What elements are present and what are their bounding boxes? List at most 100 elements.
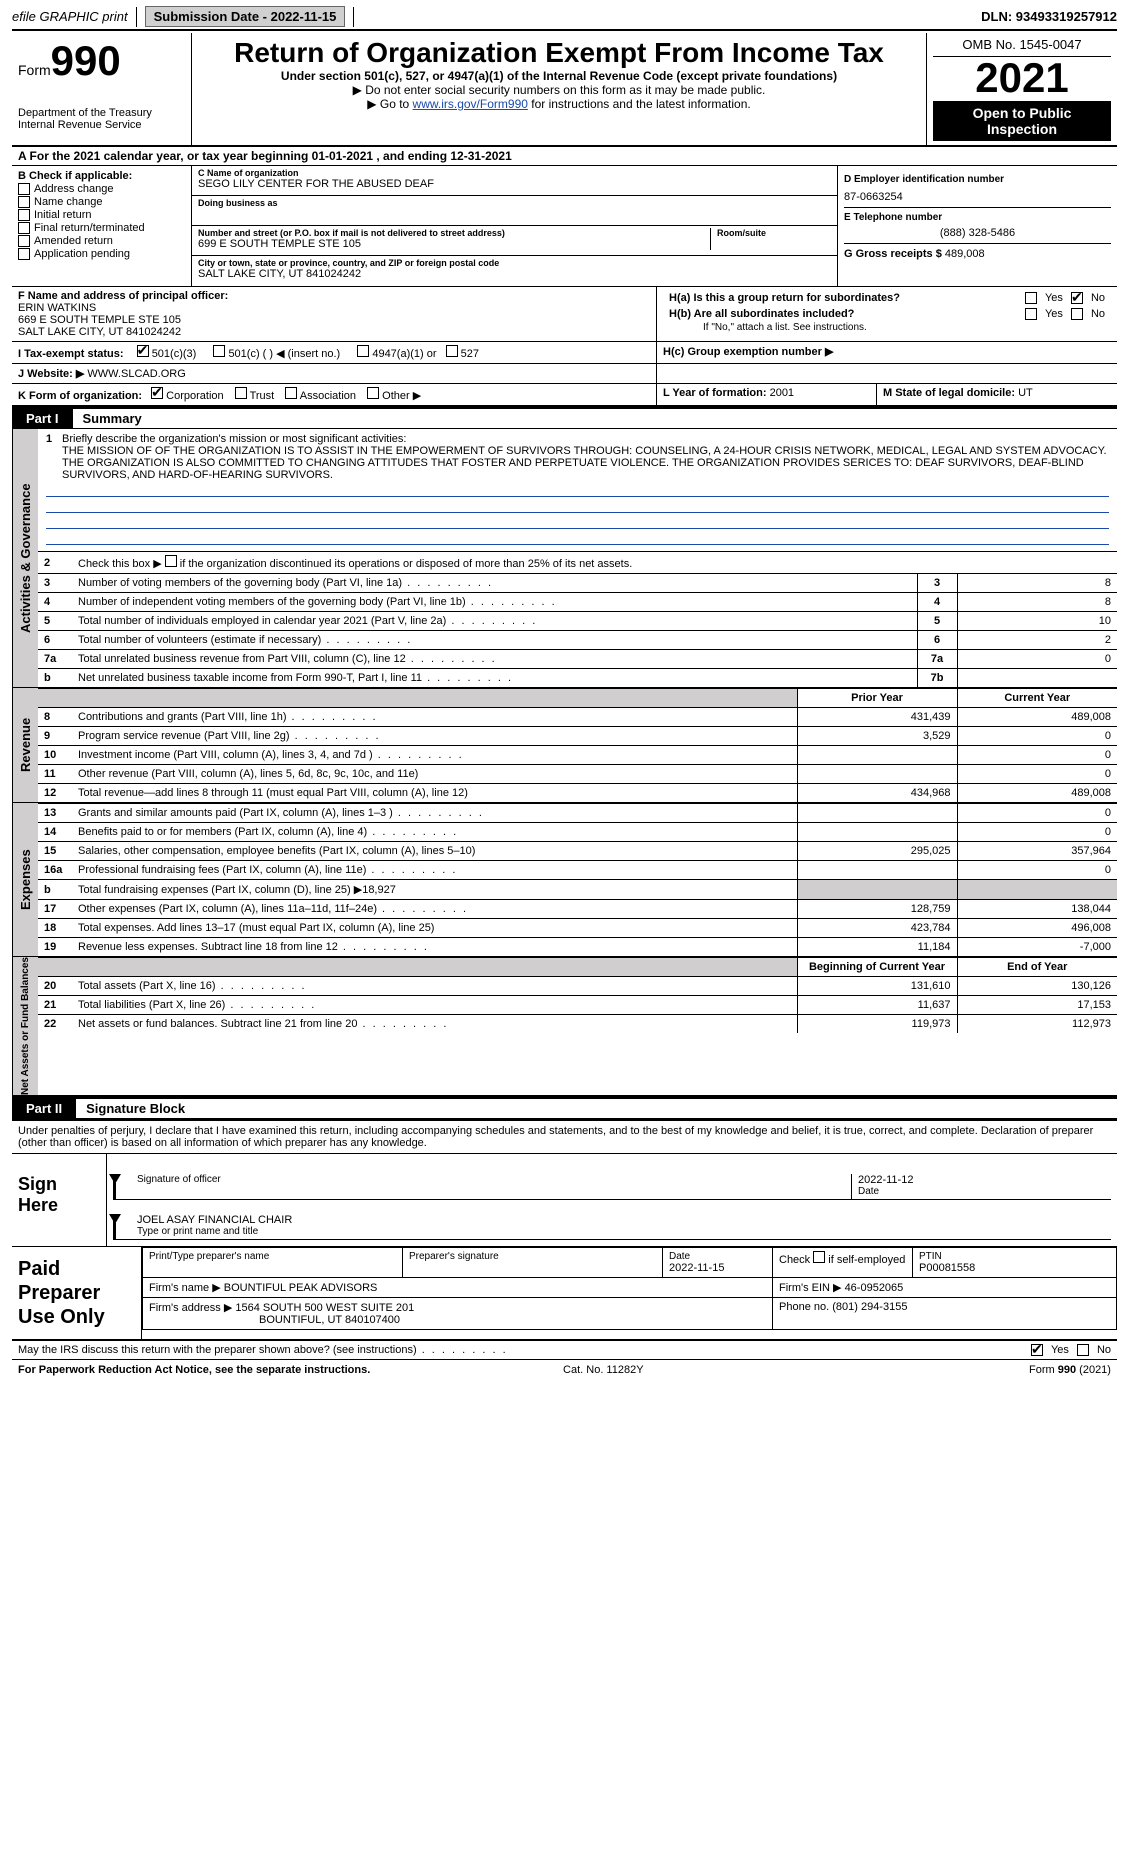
hc-label: H(c) Group exemption number ▶: [663, 346, 833, 358]
note-link: ▶ Go to www.irs.gov/Form990 for instruct…: [198, 97, 920, 111]
chk-assoc[interactable]: [285, 387, 297, 399]
org-name: SEGO LILY CENTER FOR THE ABUSED DEAF: [198, 178, 831, 190]
org-address: 699 E SOUTH TEMPLE STE 105: [198, 238, 704, 250]
section-c: C Name of organization SEGO LILY CENTER …: [192, 166, 837, 286]
firm-name: BOUNTIFUL PEAK ADVISORS: [224, 1282, 378, 1294]
chk-501c3[interactable]: [137, 345, 149, 357]
part-i-header: Part I Summary: [12, 407, 1117, 429]
signature-note: Under penalties of perjury, I declare th…: [12, 1119, 1117, 1153]
table-row: 12Total revenue—add lines 8 through 11 (…: [38, 784, 1117, 803]
irs-link[interactable]: www.irs.gov/Form990: [413, 97, 528, 111]
chk-other[interactable]: [367, 387, 379, 399]
ein: 87-0663254: [844, 191, 1111, 203]
table-row: 22Net assets or fund balances. Subtract …: [38, 1015, 1117, 1034]
form-header: Form990 Department of the Treasury Inter…: [12, 33, 1117, 147]
pointer-icon: [113, 1174, 131, 1199]
chk-discontinued[interactable]: [165, 555, 177, 567]
chk-527[interactable]: [446, 345, 458, 357]
section-m: M State of legal domicile: UT: [877, 384, 1117, 405]
tax-year: 2021: [933, 57, 1111, 99]
table-row: bNet unrelated business taxable income f…: [38, 669, 1117, 688]
org-city: SALT LAKE CITY, UT 841024242: [198, 268, 831, 280]
section-a-year: A For the 2021 calendar year, or tax yea…: [12, 147, 1117, 166]
open-inspection-badge: Open to Public Inspection: [933, 101, 1111, 141]
revenue-table: Prior YearCurrent Year 8Contributions an…: [38, 688, 1117, 802]
table-row: 11Other revenue (Part VIII, column (A), …: [38, 765, 1117, 784]
table-row: 14Benefits paid to or for members (Part …: [38, 823, 1117, 842]
officer-typed-name: JOEL ASAY FINANCIAL CHAIR: [137, 1214, 1105, 1226]
sign-here-block: Sign Here Signature of officer 2022-11-1…: [12, 1153, 1117, 1247]
side-revenue: Revenue: [12, 688, 38, 802]
table-row: 20Total assets (Part X, line 16)131,6101…: [38, 977, 1117, 996]
mission-block: 1Briefly describe the organization's mis…: [38, 429, 1117, 551]
firm-ein: 46-0952065: [845, 1282, 904, 1294]
page-footer: For Paperwork Reduction Act Notice, see …: [12, 1359, 1117, 1380]
side-net-assets: Net Assets or Fund Balances: [12, 957, 38, 1095]
side-activities-governance: Activities & Governance: [12, 429, 38, 687]
discuss-row: May the IRS discuss this return with the…: [12, 1341, 1117, 1359]
chk-hb-yes[interactable]: [1025, 308, 1037, 320]
section-f: F Name and address of principal officer:…: [12, 287, 657, 341]
table-row: 6Total number of volunteers (estimate if…: [38, 631, 1117, 650]
mission-text: THE MISSION OF OF THE ORGANIZATION IS TO…: [62, 445, 1109, 481]
chk-name-change[interactable]: [18, 196, 30, 208]
paid-preparer-block: Paid Preparer Use Only Print/Type prepar…: [12, 1247, 1117, 1341]
table-row: 10Investment income (Part VIII, column (…: [38, 746, 1117, 765]
chk-self-employed[interactable]: [813, 1251, 825, 1263]
note-ssn: ▶ Do not enter social security numbers o…: [198, 83, 920, 97]
officer-name: ERIN WATKINS: [18, 302, 650, 314]
chk-hb-no[interactable]: [1071, 308, 1083, 320]
table-row: 18Total expenses. Add lines 13–17 (must …: [38, 919, 1117, 938]
gross-receipts: 489,008: [945, 248, 985, 260]
side-expenses: Expenses: [12, 803, 38, 956]
section-h: H(a) Is this a group return for subordin…: [657, 287, 1117, 341]
firm-phone: (801) 294-3155: [832, 1301, 907, 1313]
governance-table: 2 Check this box ▶ Check this box ▶ if t…: [38, 551, 1117, 687]
table-row: 8Contributions and grants (Part VIII, li…: [38, 708, 1117, 727]
table-row: 21Total liabilities (Part X, line 26)11,…: [38, 996, 1117, 1015]
table-row: 13Grants and similar amounts paid (Part …: [38, 804, 1117, 823]
table-row: 9Program service revenue (Part VIII, lin…: [38, 727, 1117, 746]
pointer-icon: [113, 1214, 131, 1239]
part-ii-header: Part II Signature Block: [12, 1097, 1117, 1119]
website: WWW.SLCAD.ORG: [87, 368, 185, 380]
ptin: P00081558: [919, 1262, 975, 1274]
section-k: K Form of organization: Corporation Trus…: [12, 384, 657, 405]
info-grid: B Check if applicable: Address change Na…: [12, 166, 1117, 287]
chk-4947[interactable]: [357, 345, 369, 357]
section-b: B Check if applicable: Address change Na…: [12, 166, 192, 286]
submission-date-button[interactable]: Submission Date - 2022-11-15: [145, 6, 346, 27]
table-row: 7aTotal unrelated business revenue from …: [38, 650, 1117, 669]
table-row: bTotal fundraising expenses (Part IX, co…: [38, 880, 1117, 900]
table-row: 5Total number of individuals employed in…: [38, 612, 1117, 631]
sign-date: 2022-11-12: [858, 1174, 1105, 1186]
dept-label: Department of the Treasury Internal Reve…: [18, 107, 185, 131]
chk-application[interactable]: [18, 248, 30, 260]
chk-address-change[interactable]: [18, 183, 30, 195]
net-assets-table: Beginning of Current YearEnd of Year 20T…: [38, 957, 1117, 1033]
chk-ha-no[interactable]: [1071, 292, 1083, 304]
phone: (888) 328-5486: [844, 227, 1111, 239]
section-j: J Website: ▶ WWW.SLCAD.ORG: [12, 364, 657, 383]
form-number: Form990: [18, 37, 185, 85]
chk-ha-yes[interactable]: [1025, 292, 1037, 304]
chk-corp[interactable]: [151, 387, 163, 399]
chk-501c[interactable]: [213, 345, 225, 357]
table-row: 15Salaries, other compensation, employee…: [38, 842, 1117, 861]
efile-label: efile GRAPHIC print: [12, 9, 128, 24]
section-l: L Year of formation: 2001: [657, 384, 877, 405]
dln-label: DLN: 93493319257912: [981, 9, 1117, 24]
form-ref: Form 990 (2021): [1029, 1364, 1111, 1376]
chk-amended[interactable]: [18, 235, 30, 247]
chk-discuss-yes[interactable]: [1031, 1344, 1043, 1356]
table-row: 17Other expenses (Part IX, column (A), l…: [38, 900, 1117, 919]
chk-trust[interactable]: [235, 387, 247, 399]
section-i: I Tax-exempt status: 501(c)(3) 501(c) ( …: [12, 342, 657, 363]
table-row: 4Number of independent voting members of…: [38, 593, 1117, 612]
table-row: 3Number of voting members of the governi…: [38, 574, 1117, 593]
chk-initial-return[interactable]: [18, 209, 30, 221]
chk-final-return[interactable]: [18, 222, 30, 234]
top-bar: efile GRAPHIC print Submission Date - 20…: [12, 6, 1117, 27]
chk-discuss-no[interactable]: [1077, 1344, 1089, 1356]
form-title: Return of Organization Exempt From Incom…: [198, 37, 920, 69]
